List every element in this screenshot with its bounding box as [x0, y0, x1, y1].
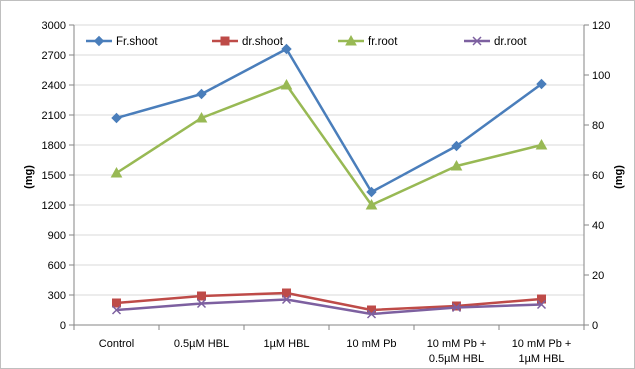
- marker-stroke: [451, 302, 462, 313]
- data-point: [537, 294, 546, 304]
- series-2: [110, 78, 548, 210]
- left-tick-label: 900: [48, 230, 66, 242]
- legend-swatch-marker: [345, 34, 357, 46]
- marker-stroke: [536, 299, 547, 310]
- marker-stroke: [111, 305, 122, 315]
- legend-item: fr.root: [338, 34, 398, 48]
- data-point: [110, 166, 123, 178]
- data-point: [111, 305, 122, 315]
- series-line: [116, 47, 543, 194]
- legend-label: fr.root: [368, 36, 398, 48]
- data-point: [281, 43, 292, 55]
- left-tick-label: 600: [48, 260, 66, 272]
- left-tick-label: 1200: [42, 200, 66, 212]
- left-tick-label: 0: [60, 320, 66, 332]
- left-tick-label: 2700: [42, 50, 66, 62]
- data-point: [536, 299, 547, 310]
- left-tick-label: 2400: [42, 80, 66, 92]
- series-line: [116, 298, 542, 316]
- marker-stroke: [366, 309, 377, 319]
- left-tick-label: 2100: [42, 110, 66, 122]
- series-line: [116, 291, 542, 312]
- marker-stroke: [472, 36, 482, 46]
- data-point: [365, 198, 378, 210]
- legend-swatch-marker: [220, 36, 230, 46]
- data-point: [281, 294, 292, 305]
- right-tick-label: 60: [592, 170, 604, 182]
- data-point: [366, 186, 377, 198]
- marker-stroke: [196, 298, 207, 309]
- data-point: [450, 159, 463, 171]
- legend-swatch-marker: [93, 35, 105, 47]
- data-point: [280, 78, 293, 90]
- x-tick-label: 1µM HBL: [263, 338, 309, 350]
- right-tick-label: 40: [592, 220, 604, 232]
- data-point: [195, 111, 208, 123]
- data-point: [111, 112, 122, 124]
- legend: Fr.shoot dr.shoot fr.root dr.root: [86, 34, 527, 48]
- legend-swatch-marker: [472, 36, 482, 46]
- data-point: [112, 298, 121, 308]
- data-point: [451, 302, 462, 313]
- legend-label: dr.root: [494, 36, 527, 48]
- x-tick-label: 10 mM Pb +0.5µM HBL: [427, 338, 487, 365]
- x-tick-label: 10 mM Pb: [346, 338, 396, 350]
- x-axis-ticks: Control 0.5µM HBL 1µM HBL 10 mM Pb 10 mM Pb …: [73, 325, 585, 365]
- data-point: [535, 138, 548, 150]
- series-3: [111, 294, 547, 319]
- data-point: [196, 88, 207, 100]
- left-axis-ticks: 0 300 600 900 1200 1500 1800 2100 2400 2700 3000: [42, 20, 74, 332]
- right-tick-label: 80: [592, 120, 604, 132]
- left-tick-label: 1500: [42, 170, 66, 182]
- x-tick-label: 0.5µM HBL: [174, 338, 229, 350]
- series-0: [111, 43, 547, 198]
- series-group: [110, 43, 548, 319]
- data-point: [366, 309, 377, 319]
- legend-item: Fr.shoot: [86, 35, 158, 48]
- x-tick-label: 10 mM Pb +1µM HBL: [512, 338, 572, 365]
- y2-axis-title: (mg): [613, 165, 625, 189]
- series-line: [115, 83, 542, 207]
- left-tick-label: 3000: [42, 20, 66, 32]
- right-tick-label: 120: [592, 20, 610, 32]
- data-point: [196, 298, 207, 309]
- left-tick-label: 1800: [42, 140, 66, 152]
- marker-stroke: [281, 294, 292, 305]
- data-point: [451, 140, 462, 152]
- x-tick-label: Control: [99, 338, 134, 350]
- data-point: [536, 78, 547, 90]
- data-point: [197, 291, 206, 301]
- legend-item: dr.root: [464, 36, 527, 48]
- left-tick-label: 300: [48, 290, 66, 302]
- y-axis-title: (mg): [23, 165, 35, 189]
- data-point: [282, 288, 291, 298]
- right-tick-label: 100: [592, 70, 610, 82]
- legend-label: dr.shoot: [242, 36, 284, 48]
- data-point: [452, 301, 461, 311]
- legend-item: dr.shoot: [212, 36, 284, 48]
- right-tick-label: 20: [592, 270, 604, 282]
- legend-label: Fr.shoot: [116, 36, 158, 48]
- right-axis-ticks: 0 20 40 60 80 100 120: [584, 20, 610, 332]
- right-tick-label: 0: [592, 320, 598, 332]
